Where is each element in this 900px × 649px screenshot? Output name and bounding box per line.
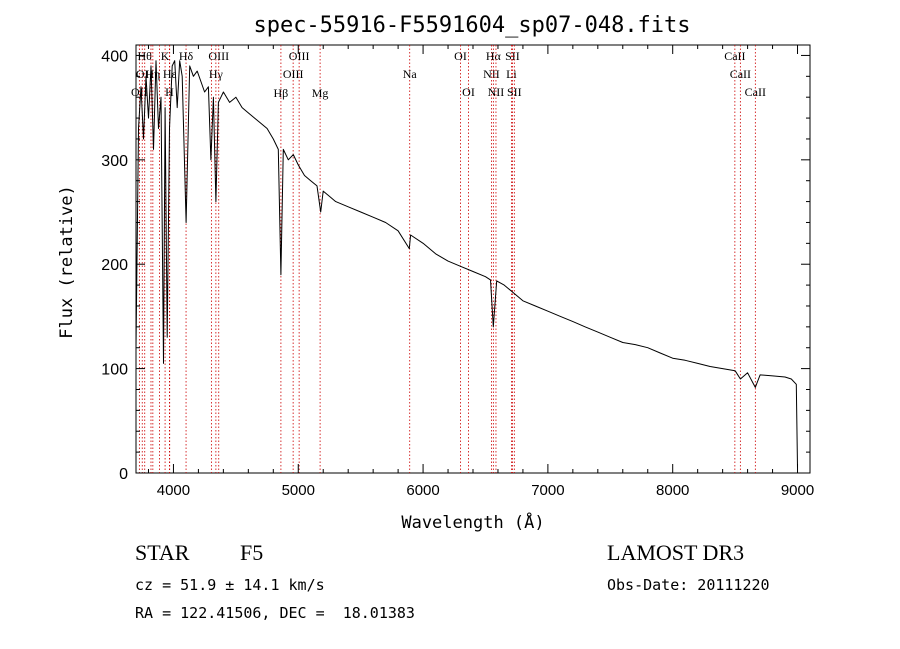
- x-axis: 4000 5000 6000 7000 8000 9000: [147, 45, 814, 499]
- x-tick-label-2: 6000: [406, 482, 439, 499]
- subclass: F5: [240, 540, 264, 565]
- marker-label-17: Na: [403, 67, 418, 81]
- x-tick-label-5: 9000: [781, 482, 814, 499]
- coordinates: RA = 122.41506, DEC = 18.01383: [135, 604, 415, 622]
- object-class: STAR: [135, 540, 190, 565]
- marker-label-12: OIII: [208, 49, 229, 63]
- marker-label-24: SII: [505, 49, 520, 63]
- marker-label-11: Hγ: [209, 67, 224, 81]
- marker-label-2: Hθ: [138, 49, 153, 63]
- y-axis: 0 100 200 300 400: [101, 48, 810, 483]
- x-tick-label-3: 7000: [531, 482, 564, 499]
- marker-label-19: OI: [462, 85, 475, 99]
- marker-label-22: NII: [488, 85, 505, 99]
- marker-label-13: Hβ: [274, 86, 289, 100]
- x-tick-label-1: 5000: [282, 482, 315, 499]
- marker-label-28: CaII: [745, 85, 766, 99]
- y-tick-label-2: 200: [101, 257, 128, 274]
- marker-label-14: OIII: [283, 67, 304, 81]
- marker-label-6: K: [161, 49, 170, 63]
- x-tick-label-0: 4000: [157, 482, 190, 499]
- marker-label-15: OIII: [289, 49, 310, 63]
- marker-label-21: Hα: [486, 49, 502, 63]
- plot-frame: [135, 44, 811, 474]
- line-markers: OIIOIHθHηKHHεHδHγOIIIHβOIIIOIIIMgNaOIOIN…: [131, 45, 766, 473]
- survey-name: LAMOST DR3: [607, 540, 745, 565]
- y-axis-label: Flux (relative): [57, 185, 77, 339]
- marker-label-18: OI: [454, 49, 467, 63]
- marker-label-23: Li: [506, 67, 517, 81]
- marker-label-1: OI: [136, 67, 149, 81]
- marker-label-27: CaII: [730, 67, 751, 81]
- x-tick-label-4: 8000: [656, 482, 689, 499]
- y-tick-label-3: 300: [101, 153, 128, 170]
- y-tick-label-4: 400: [101, 48, 128, 65]
- marker-label-0: OII: [131, 85, 148, 99]
- redshift-value: cz = 51.9 ± 14.1 km/s: [135, 576, 325, 594]
- chart-title: spec-55916-F5591604_sp07-048.fits: [253, 13, 690, 38]
- marker-label-8: Hε: [163, 67, 177, 81]
- obs-date: Obs-Date: 20111220: [607, 576, 770, 594]
- marker-label-4: Hη: [145, 67, 160, 81]
- y-tick-label-0: 0: [119, 466, 128, 483]
- marker-label-26: CaII: [724, 49, 745, 63]
- marker-label-20: NII: [483, 67, 500, 81]
- marker-label-16: Mg: [312, 86, 329, 100]
- x-axis-label: Wavelength (Å): [401, 511, 544, 533]
- marker-label-9: Hδ: [179, 49, 194, 63]
- y-tick-label-1: 100: [101, 362, 128, 379]
- series-group: [135, 60, 798, 468]
- series-line-0: [135, 60, 798, 468]
- marker-label-25: SII: [507, 85, 522, 99]
